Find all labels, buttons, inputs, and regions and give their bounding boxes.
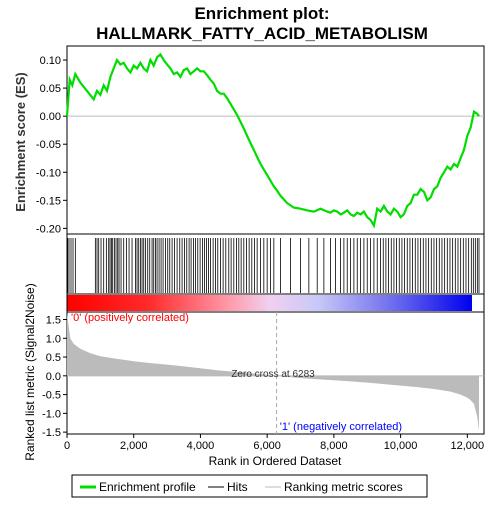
hits-panel-frame xyxy=(66,233,485,295)
es-tick-label: -0.10 xyxy=(36,167,61,179)
metric-tick-label: 1.0 xyxy=(46,333,61,345)
metric-tick-label: -1.5 xyxy=(42,427,61,439)
legend-profile-label: Enrichment profile xyxy=(99,480,196,494)
rank-color-bar xyxy=(67,295,472,311)
legend-metric-label: Ranking metric scores xyxy=(284,480,403,494)
legend-box xyxy=(71,474,428,498)
enrichment-profile-line xyxy=(65,52,480,229)
es-tick-label: 0.05 xyxy=(40,83,61,95)
es-tick-label: -0.05 xyxy=(36,139,61,151)
chart-title-line2: HALLMARK_FATTY_ACID_METABOLISM xyxy=(96,24,428,43)
zero-cross-label: Zero cross at 6283 xyxy=(231,369,315,380)
es-y-ticks: 0.10 0.05 0.00 -0.05 -0.10 -0.15 -0.20 xyxy=(36,55,67,235)
x-axis-label: Rank in Ordered Dataset xyxy=(209,454,342,468)
es-tick-label: 0.10 xyxy=(40,55,61,67)
negative-correlation-label: '1' (negatively correlated) xyxy=(280,421,402,433)
es-tick-label: -0.15 xyxy=(36,195,61,207)
metric-tick-label: 1.5 xyxy=(46,315,61,327)
positive-correlation-label: '0' (positively correlated) xyxy=(71,312,189,324)
metric-tick-label: 0.0 xyxy=(46,371,61,383)
legend-hits-label: Hits xyxy=(227,480,248,494)
x-axis-ticks: 0 2,000 4,000 6,000 8,000 10,000 12,000 xyxy=(64,434,484,452)
x-tick-label: 6,000 xyxy=(253,440,281,452)
x-tick-label: 2,000 xyxy=(120,440,148,452)
metric-y-ticks: 1.5 1.0 0.5 0.0 -0.5 -1.0 -1.5 xyxy=(42,315,67,439)
x-tick-label: 0 xyxy=(64,440,70,452)
x-tick-label: 8,000 xyxy=(320,440,348,452)
metric-tick-label: 0.5 xyxy=(46,352,61,364)
hits-panel xyxy=(67,238,480,293)
es-tick-label: 0.00 xyxy=(40,111,61,123)
metric-y-axis-label: Ranked list metric (Signal2Noise) xyxy=(23,283,37,460)
x-tick-label: 4,000 xyxy=(187,440,215,452)
metric-tick-label: -0.5 xyxy=(42,390,61,402)
x-tick-label: 10,000 xyxy=(384,440,418,452)
ranking-metric-area xyxy=(67,313,479,431)
es-tick-label: -0.20 xyxy=(36,223,61,235)
metric-tick-label: -1.0 xyxy=(42,408,61,420)
x-tick-label: 12,000 xyxy=(450,440,484,452)
es-panel-frame xyxy=(66,45,485,235)
legend: Enrichment profile Hits Ranking metric s… xyxy=(71,474,428,498)
chart-title-line1: Enrichment plot: xyxy=(194,4,329,23)
es-y-axis-label: Enrichment score (ES) xyxy=(13,72,28,211)
